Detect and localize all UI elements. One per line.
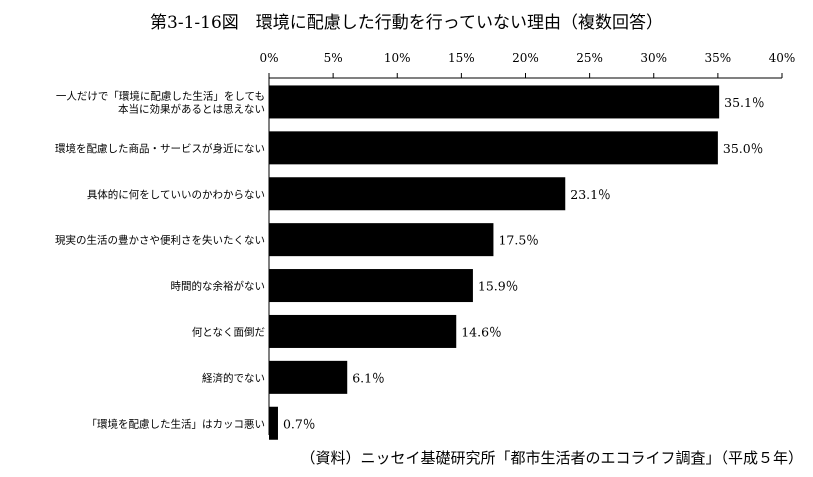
bar [269,360,348,394]
data-label: 35.0％ [723,141,763,156]
category-label: 現実の生活の豊かさや便利さを失いたくない [55,234,265,247]
bar [269,223,494,257]
x-tick-label: 30% [640,51,667,65]
data-label: 17.5％ [498,233,538,248]
data-label: 14.6％ [461,324,501,339]
bar [269,131,718,165]
bar [269,269,473,303]
bar [269,85,720,119]
bar [269,406,278,440]
category-label: 時間的な余裕がない [171,280,266,293]
data-label: 6.1％ [352,370,384,385]
data-label: 23.1％ [570,187,610,202]
x-tick-label: 35% [705,51,732,65]
data-label: 35.1％ [724,95,764,110]
category-label: 何となく面倒だ [192,325,265,338]
x-tick-label: 15% [448,51,475,65]
category-label: 環境を配慮した商品・サービスが身近にない [55,142,265,155]
category-label: 経済的でない [202,371,265,384]
category-label: 一人だけで「環境に配慮した生活」をしても本当に効果があるとは思えない [56,89,265,115]
category-label: 「環境を配慮した生活」はカッコ悪い [87,417,266,430]
category-label: 具体的に何をしていいのかわからない [87,188,265,201]
x-tick-label: 5% [324,51,343,65]
x-tick-label: 20% [512,51,539,65]
x-tick-label: 0% [259,51,278,65]
x-tick-label: 25% [576,51,603,65]
x-tick-label: 10% [384,51,411,65]
data-label: 0.7％ [283,416,315,431]
x-tick-label: 40% [769,51,796,65]
bar [269,314,457,348]
data-label: 15.9％ [478,279,518,294]
source-note: （資料）ニッセイ基礎研究所「都市生活者のエコライフ調査」（平成５年） [300,449,803,467]
chart-title: 第3-1-16図 環境に配慮した行動を行っていない理由（複数回答） [150,13,663,33]
bar [269,177,566,211]
